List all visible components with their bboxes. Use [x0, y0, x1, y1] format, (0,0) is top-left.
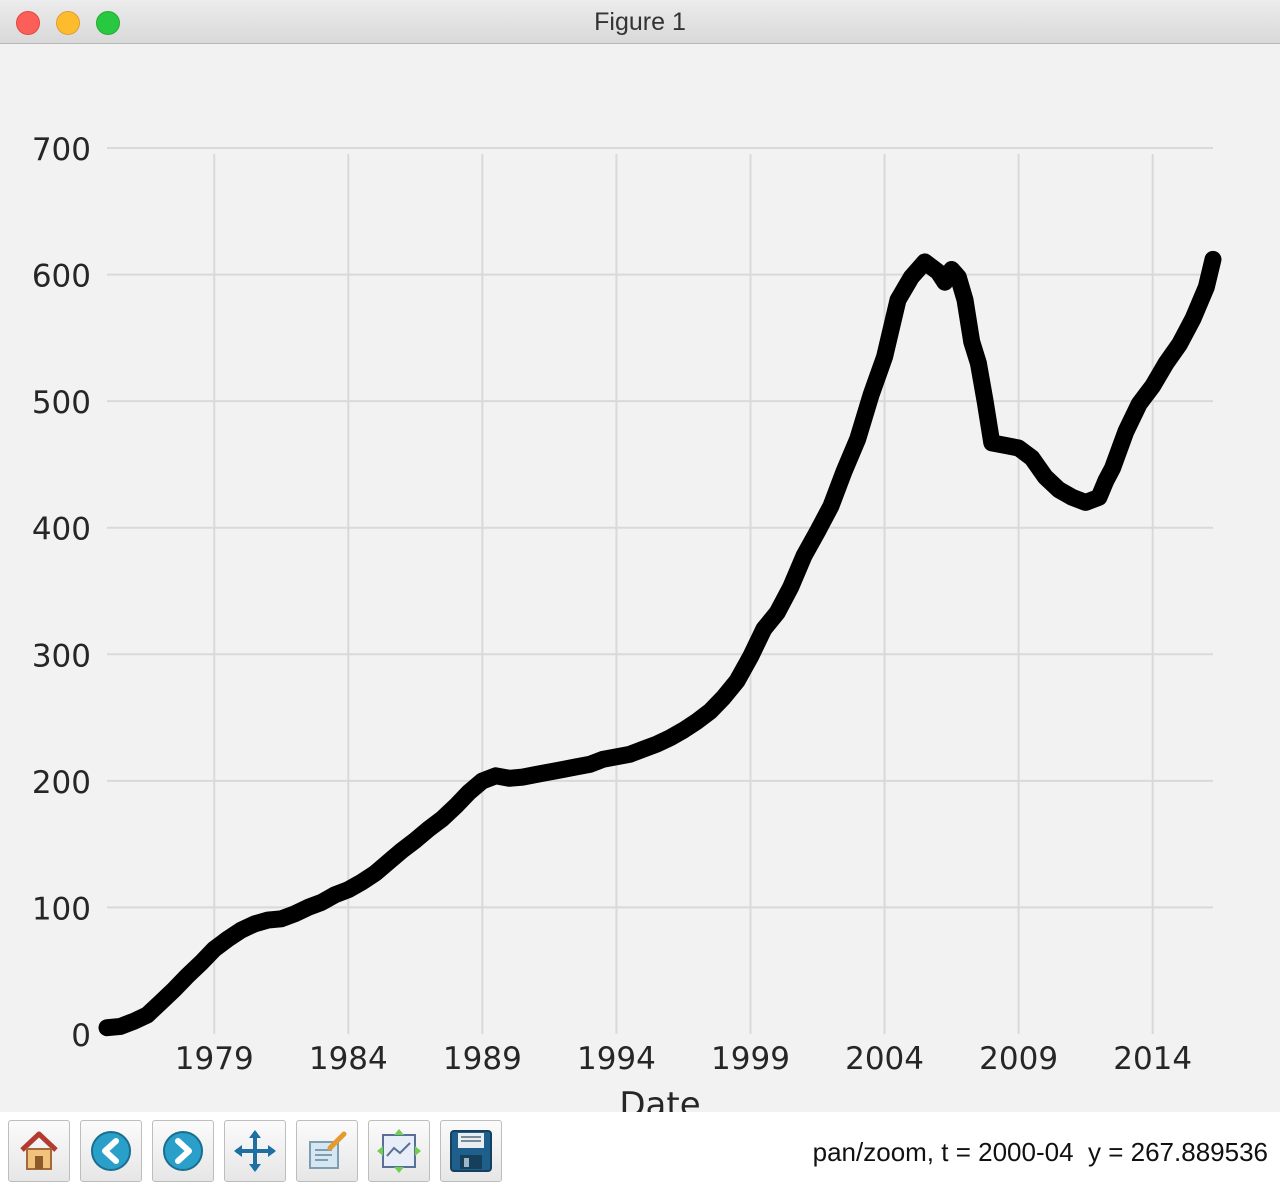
y-tick-label: 500	[32, 385, 91, 421]
status-y: y = 267.889536	[1088, 1137, 1268, 1167]
back-arrow-icon	[91, 1131, 131, 1171]
y-tick-label: 700	[32, 132, 91, 168]
forward-button[interactable]	[152, 1120, 214, 1182]
x-tick-label: 1984	[309, 1041, 388, 1077]
back-button[interactable]	[80, 1120, 142, 1182]
minimize-window-button[interactable]	[56, 11, 80, 35]
status-t: t = 2000-04	[941, 1137, 1074, 1167]
x-tick-label: 2009	[979, 1041, 1058, 1077]
x-tick-label: 2014	[1113, 1041, 1192, 1077]
pan-move-icon	[234, 1130, 276, 1172]
x-tick-label: 2004	[845, 1041, 924, 1077]
zoom-rect-icon	[309, 1131, 347, 1169]
status-mode: pan/zoom,	[812, 1137, 935, 1167]
save-icon	[450, 1130, 492, 1172]
y-tick-label: 0	[71, 1018, 91, 1054]
line-chart[interactable]: 0 100 200 300 400 500 600 700 1979 1984 1989 1994 1…	[0, 44, 1280, 1112]
configure-subplots-button[interactable]	[368, 1120, 430, 1182]
figure-canvas[interactable]: 0 100 200 300 400 500 600 700 1979 1984 1989 1994 1…	[0, 44, 1280, 1112]
x-axis-label: Date	[619, 1085, 700, 1112]
zoom-rect-button[interactable]	[296, 1120, 358, 1182]
navigation-toolbar: pan/zoom, t = 2000-04 y = 267.889536	[0, 1112, 1280, 1196]
maximize-window-button[interactable]	[96, 11, 120, 35]
x-tick-label: 1999	[711, 1041, 790, 1077]
window-title: Figure 1	[594, 8, 686, 36]
save-figure-button[interactable]	[440, 1120, 502, 1182]
forward-arrow-icon	[163, 1131, 203, 1171]
series-line	[98, 250, 1222, 1037]
close-window-button[interactable]	[16, 11, 40, 35]
y-tick-label: 100	[32, 891, 91, 927]
pan-button[interactable]	[224, 1120, 286, 1182]
status-readout: pan/zoom, t = 2000-04 y = 267.889536	[813, 1137, 1268, 1168]
home-button[interactable]	[8, 1120, 70, 1182]
home-icon	[20, 1131, 58, 1170]
x-tick-label: 1994	[577, 1041, 656, 1077]
x-tick-label: 1979	[175, 1041, 254, 1077]
y-tick-label: 400	[32, 512, 91, 548]
window-titlebar[interactable]: Figure 1	[0, 0, 1280, 44]
y-tick-label: 600	[32, 259, 91, 295]
subplots-icon	[377, 1129, 421, 1173]
x-tick-label: 1989	[443, 1041, 522, 1077]
y-tick-label: 200	[32, 765, 91, 801]
y-tick-label: 300	[32, 638, 91, 674]
